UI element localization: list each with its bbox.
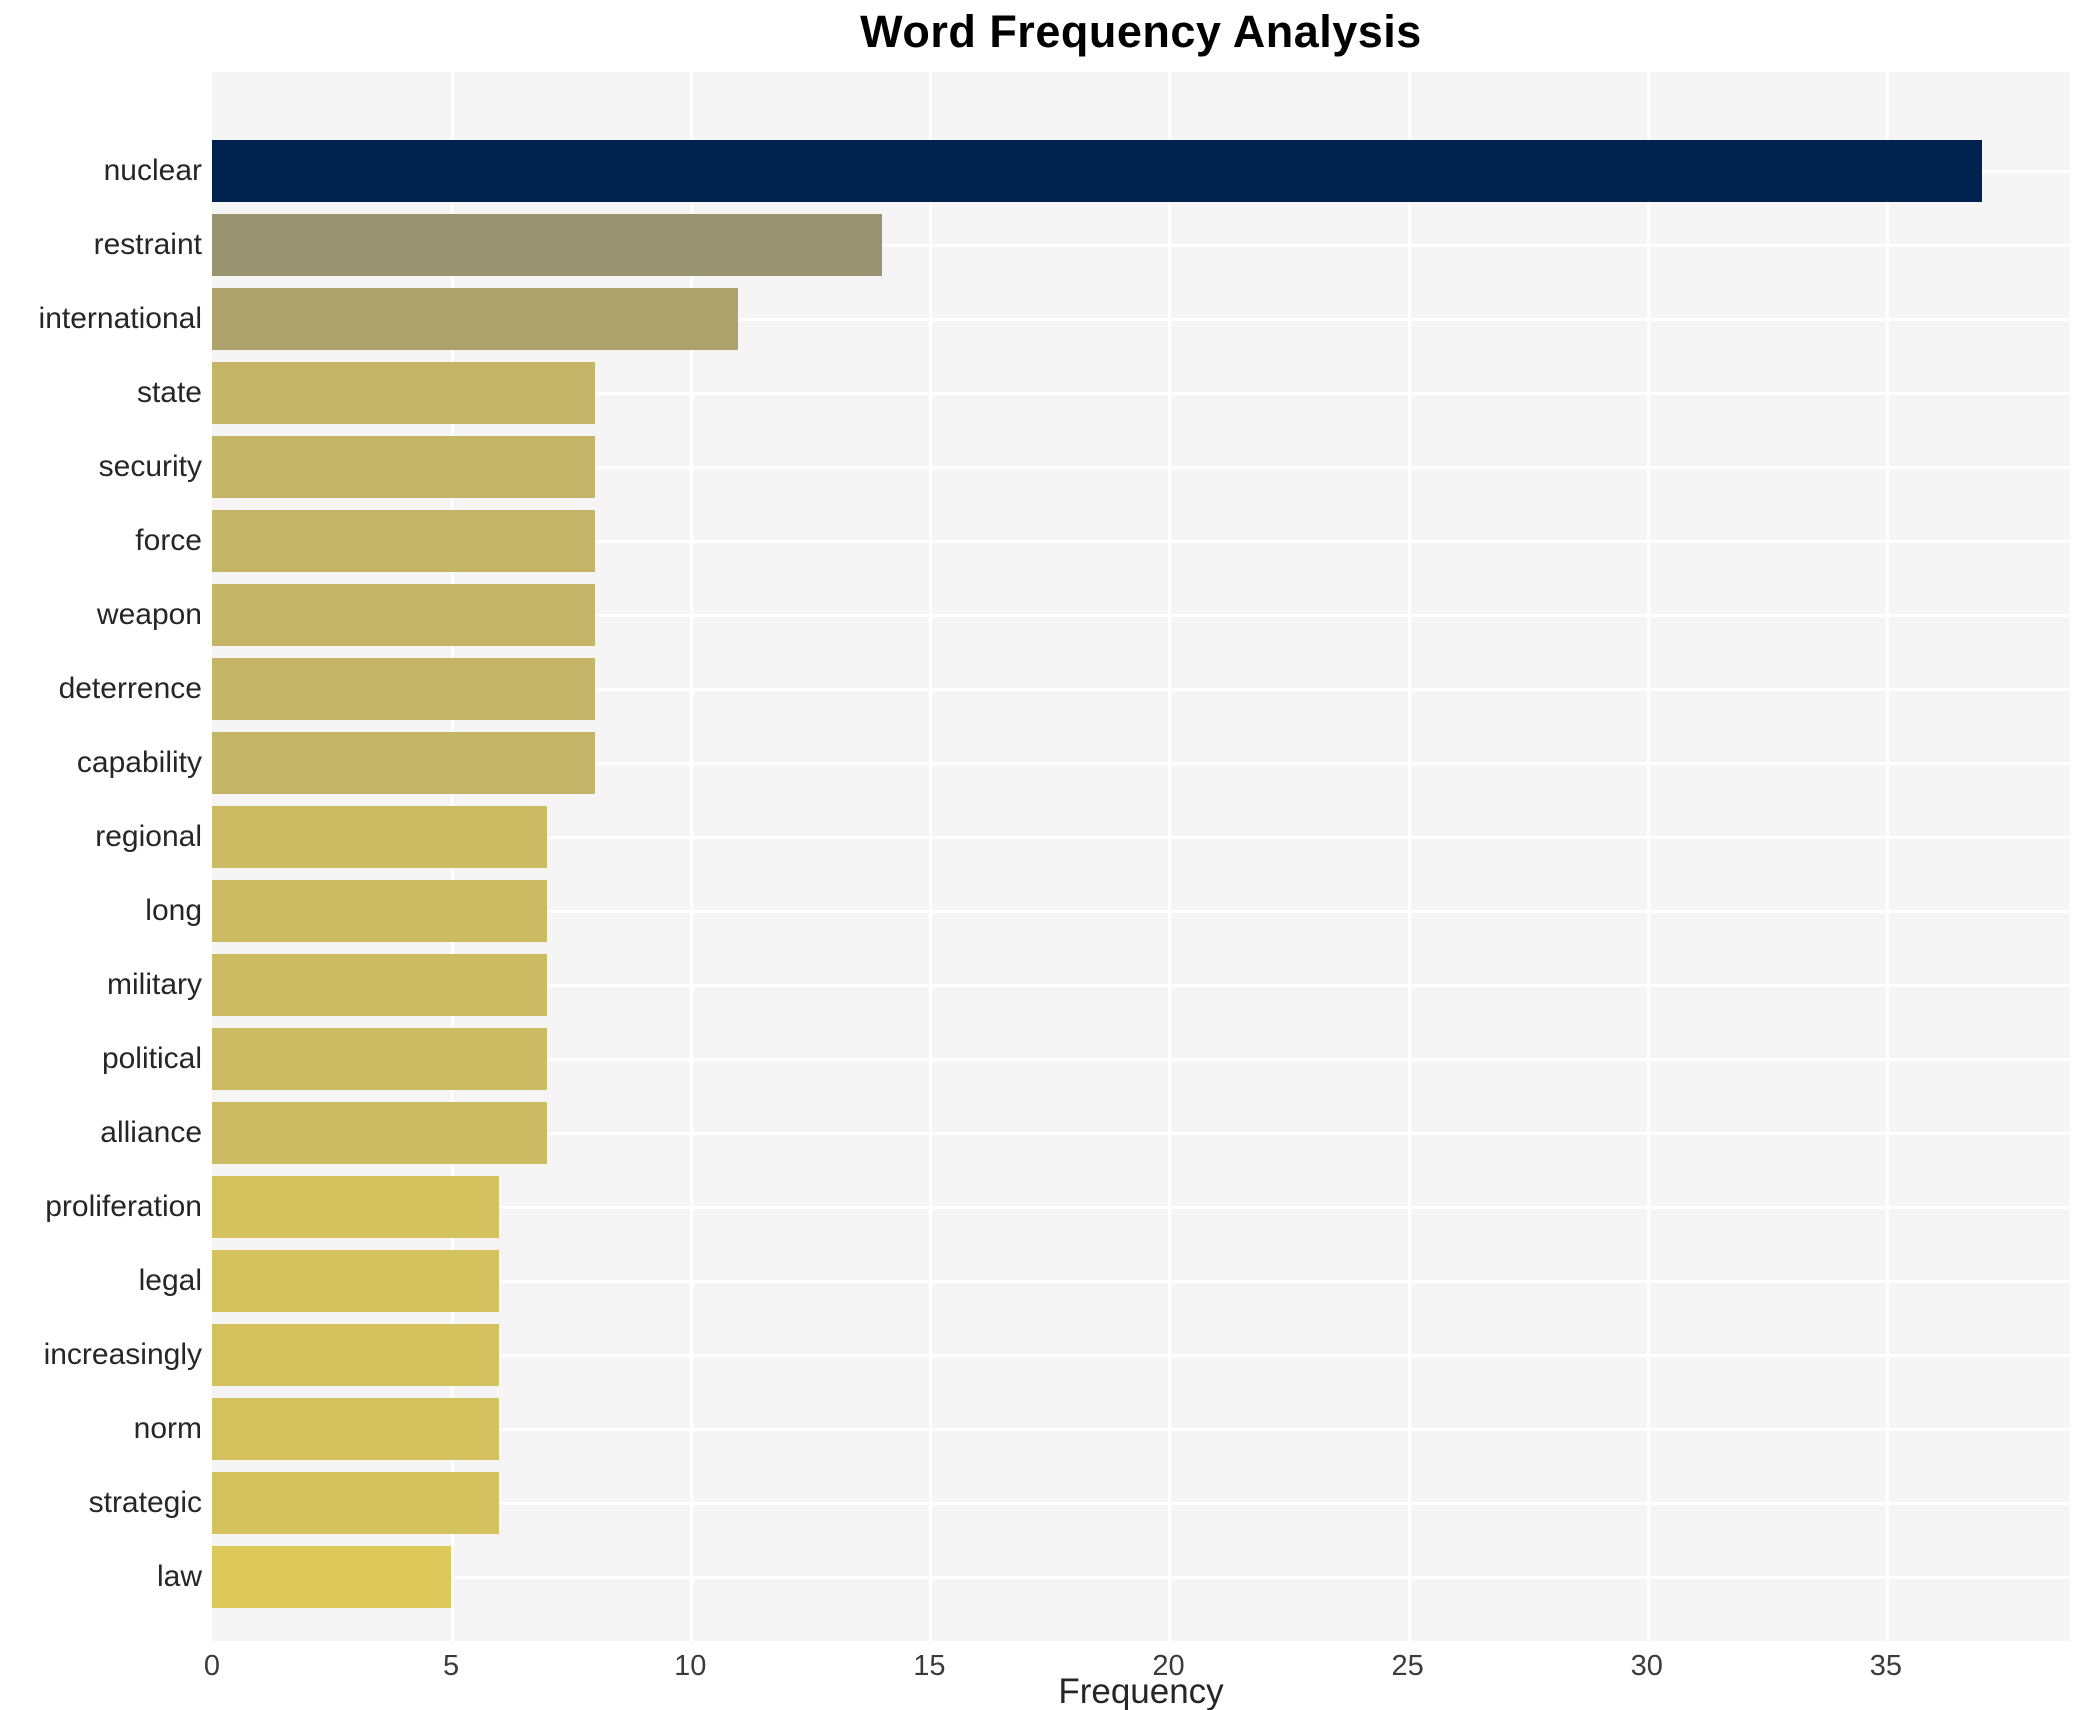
bar-military [212,954,547,1016]
gridline-vertical [1408,72,1411,1641]
y-tick-label-capability: capability [76,746,202,779]
y-tick-label-security: security [98,450,202,483]
plot-area [212,72,2070,1641]
gridline-horizontal [212,1428,2070,1431]
gridline-horizontal [212,392,2070,395]
gridline-horizontal [212,540,2070,543]
gridline-horizontal [212,466,2070,469]
y-tick-label-international: international [38,302,202,335]
bar-capability [212,732,595,794]
x-tick-label-15: 15 [913,1650,946,1682]
gridline-horizontal [212,1206,2070,1209]
x-tick-label-25: 25 [1391,1650,1424,1682]
y-tick-label-state: state [136,376,202,409]
bar-strategic [212,1472,499,1534]
bar-proliferation [212,1176,499,1238]
y-tick-label-force: force [135,524,202,557]
bar-state [212,362,595,424]
y-tick-label-law: law [156,1560,202,1593]
bar-political [212,1028,547,1090]
y-tick-label-regional: regional [95,820,202,853]
y-tick-label-restraint: restraint [93,228,202,261]
y-tick-label-increasingly: increasingly [43,1338,202,1371]
bar-weapon [212,584,595,646]
bar-restraint [212,214,882,276]
gridline-vertical [1886,72,1889,1641]
gridline-horizontal [212,1576,2070,1579]
x-tick-label-20: 20 [1152,1650,1185,1682]
bar-force [212,510,595,572]
gridline-horizontal [212,1132,2070,1135]
gridline-horizontal [212,318,2070,321]
bar-international [212,288,738,350]
gridline-vertical [690,72,693,1641]
gridline-vertical [1168,72,1171,1641]
bar-increasingly [212,1324,499,1386]
gridline-vertical [929,72,932,1641]
bar-regional [212,806,547,868]
gridline-horizontal [212,762,2070,765]
gridline-horizontal [212,1280,2070,1283]
bar-deterrence [212,658,595,720]
gridline-horizontal [212,614,2070,617]
chart-title: Word Frequency Analysis [860,6,1422,57]
gridline-horizontal [212,984,2070,987]
y-tick-label-nuclear: nuclear [103,154,202,187]
y-tick-label-alliance: alliance [100,1116,202,1149]
bar-alliance [212,1102,547,1164]
x-tick-label-5: 5 [443,1650,460,1682]
bar-law [212,1546,451,1608]
bar-long [212,880,547,942]
bar-norm [212,1398,499,1460]
y-tick-label-weapon: weapon [96,598,202,631]
x-axis-label: Frequency [1058,1672,1224,1710]
x-tick-label-0: 0 [203,1650,221,1682]
bar-legal [212,1250,499,1312]
bar-nuclear [212,140,1982,202]
y-tick-label-strategic: strategic [88,1486,202,1519]
gridline-horizontal [212,910,2070,913]
y-tick-label-proliferation: proliferation [45,1190,202,1223]
gridline-horizontal [212,244,2070,247]
x-tick-label-35: 35 [1869,1650,1902,1682]
x-tick-label-10: 10 [674,1650,707,1682]
y-tick-label-long: long [145,894,202,927]
y-tick-label-legal: legal [138,1264,202,1297]
bar-security [212,436,595,498]
gridline-vertical [1647,72,1650,1641]
gridline-horizontal [212,836,2070,839]
y-tick-label-political: political [101,1042,202,1075]
y-tick-label-norm: norm [133,1412,202,1445]
gridline-horizontal [212,1502,2070,1505]
gridline-horizontal [212,1058,2070,1061]
x-tick-label-30: 30 [1630,1650,1663,1682]
gridline-horizontal [212,1354,2070,1357]
y-tick-label-deterrence: deterrence [58,672,202,705]
gridline-horizontal [212,688,2070,691]
y-tick-label-military: military [107,968,202,1001]
